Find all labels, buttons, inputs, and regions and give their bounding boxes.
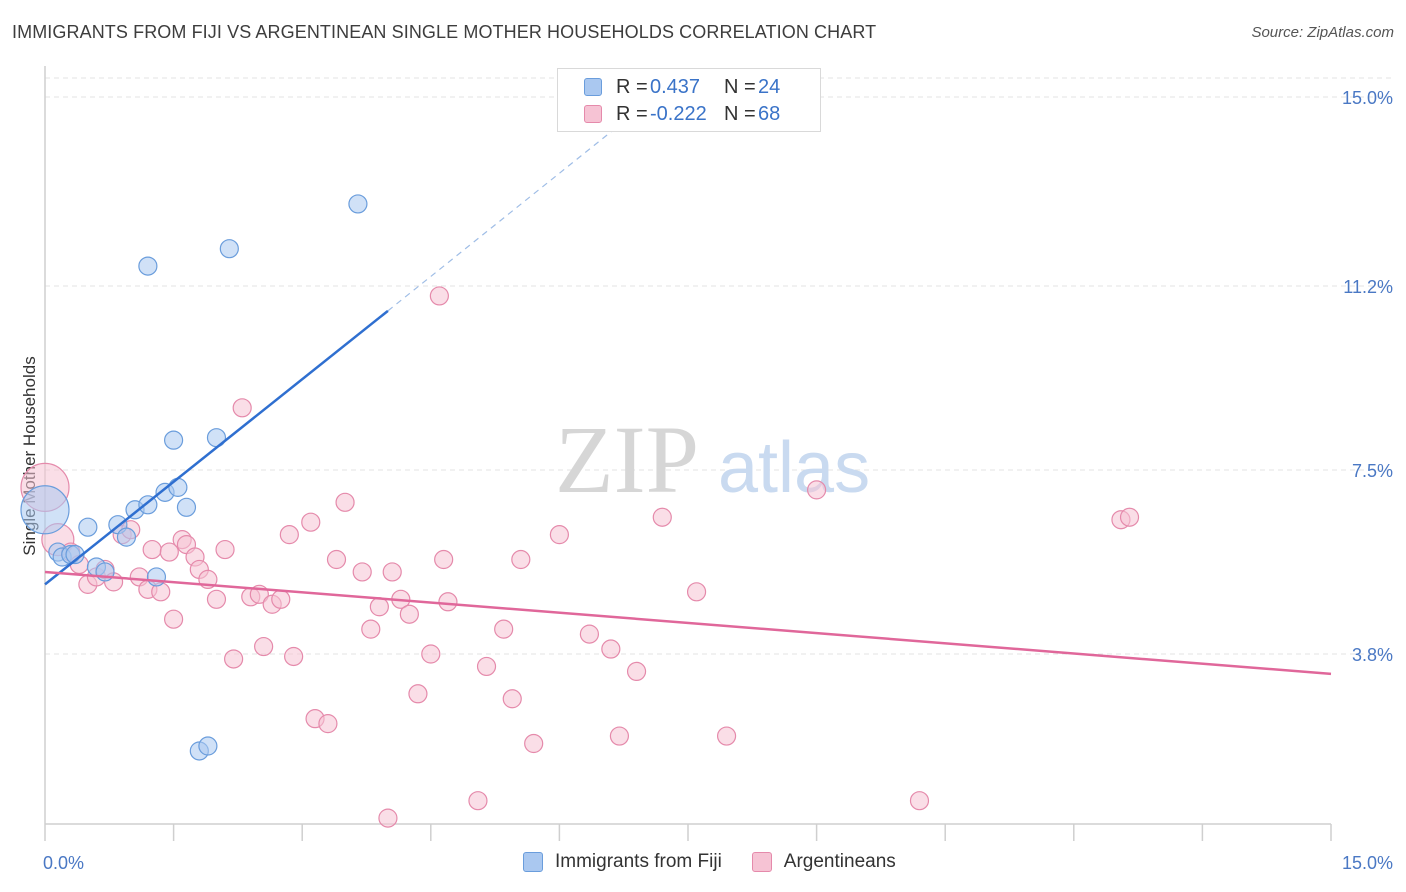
fiji-swatch [584, 78, 602, 96]
x-tick-label: 0.0% [43, 853, 84, 873]
fiji-point [348, 194, 368, 214]
argentineans-point [421, 644, 441, 664]
argentineans-point [335, 492, 355, 512]
watermark: ZIP atlas [555, 406, 870, 513]
argentineans-point [326, 549, 347, 570]
axes [44, 66, 1332, 841]
fiji-point [164, 430, 184, 450]
argentineans-point [524, 733, 544, 754]
fiji-points [20, 194, 368, 761]
argentineans-point [468, 791, 488, 811]
argentineans-point [429, 286, 449, 306]
arg-r-label: R = [616, 102, 648, 125]
argentineans-point [511, 549, 531, 570]
arg-swatch [584, 105, 602, 123]
argentineans-point [142, 539, 162, 560]
argentineans-point [164, 609, 184, 629]
argentineans-point [382, 562, 402, 582]
legend-row-fiji: R = 0.437 N = 24 [584, 75, 780, 99]
fiji-point [20, 485, 70, 535]
y-tick-label: 7.5% [1352, 461, 1393, 481]
fiji-r-value: 0.437 [650, 75, 701, 98]
argentineans-point [224, 649, 244, 669]
argentineans-point [601, 639, 621, 659]
argentineans-point [502, 689, 522, 709]
argentineans-point [378, 808, 398, 828]
chart-source: Source: ZipAtlas.com [1251, 24, 1394, 41]
argentineans-points [20, 286, 1140, 828]
fiji-trend-extension [387, 103, 646, 312]
argentineans-point [399, 604, 419, 624]
fiji-n-label: N = [724, 75, 756, 98]
argentineans-point [254, 636, 274, 657]
fiji-point [176, 497, 197, 517]
chart-title: IMMIGRANTS FROM FIJI VS ARGENTINEAN SING… [12, 22, 877, 42]
fiji-point [138, 256, 158, 276]
argentineans-point [318, 714, 338, 734]
argentineans-point [579, 624, 600, 644]
legend-item-arg[interactable]: Argentineans [751, 851, 896, 873]
argentineans-point [284, 646, 304, 667]
argentineans-point [909, 791, 930, 811]
argentineans-point [652, 507, 672, 527]
argentineans-point [1119, 507, 1140, 527]
y-tick-label: 15.0% [1342, 88, 1393, 108]
fiji-point [78, 517, 98, 537]
argentineans-point [361, 619, 381, 639]
argentineans-point [206, 589, 227, 609]
arg-n-label: N = [724, 102, 756, 125]
arg-legend-label: Argentineans [783, 851, 896, 872]
argentineans-point [686, 582, 707, 602]
fiji-r-label: R = [616, 75, 648, 98]
argentineans-point [806, 480, 827, 500]
argentineans-trend-line [44, 570, 1332, 676]
fiji-n-value: 24 [758, 75, 781, 98]
correlation-legend: R = 0.437 N = 24 R = -0.222 N = 68 [557, 68, 821, 132]
argentineans-point [215, 539, 235, 560]
argentineans-point [232, 398, 252, 418]
argentineans-point [716, 726, 737, 746]
argentineans-point [626, 661, 647, 682]
grid-lines [45, 77, 1393, 655]
argentineans-point [609, 726, 630, 746]
argentineans-point [549, 525, 570, 545]
fiji-legend-swatch [523, 852, 543, 872]
watermark-zip: ZIP [555, 406, 699, 513]
fiji-point [219, 239, 239, 259]
argentineans-point [271, 589, 291, 609]
x-tick-label: 15.0% [1342, 853, 1393, 873]
argentineans-point [408, 684, 428, 704]
tick-labels: 3.8% 7.5% 11.2% 15.0% 0.0% 15.0% [43, 88, 1393, 873]
argentineans-point [494, 619, 514, 639]
argentineans-point [159, 542, 179, 562]
legend-row-arg: R = -0.222 N = 68 [584, 102, 780, 126]
fiji-legend-label: Immigrants from Fiji [555, 851, 722, 872]
legend-item-fiji[interactable]: Immigrants from Fiji [523, 851, 722, 873]
fiji-point [198, 736, 218, 756]
arg-r-value: -0.222 [650, 102, 707, 125]
argentineans-point [438, 592, 458, 612]
fiji-point [168, 477, 188, 497]
fiji-trend-line [44, 309, 389, 586]
argentineans-point [352, 562, 372, 582]
argentineans-point [476, 656, 497, 677]
fiji-point [116, 527, 137, 547]
arg-legend-swatch [751, 852, 772, 872]
argentineans-point [279, 525, 299, 545]
arg-n-value: 68 [758, 102, 781, 125]
watermark-atlas: atlas [718, 428, 870, 508]
argentineans-point [369, 597, 389, 617]
argentineans-point [434, 549, 454, 570]
argentineans-point [301, 512, 321, 532]
fiji-point [146, 567, 167, 587]
series-legend: Immigrants from Fiji Argentineans [523, 851, 926, 873]
trend-lines [44, 103, 1332, 676]
y-tick-label: 3.8% [1352, 645, 1393, 665]
y-tick-label: 11.2% [1343, 277, 1393, 297]
